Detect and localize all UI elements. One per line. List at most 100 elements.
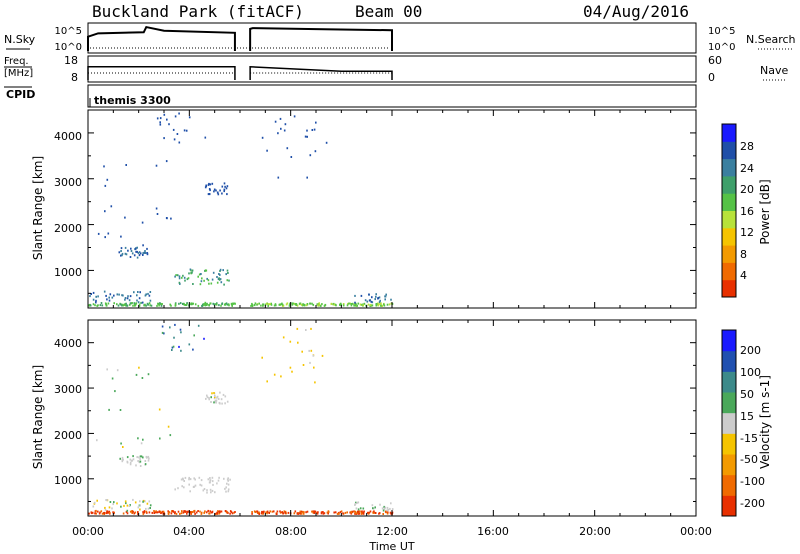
rti-cell [270,303,273,306]
rti-cell [88,304,91,307]
rti-cell [159,117,162,120]
rti-cell [198,476,201,479]
rti-cell [347,302,349,305]
rti-cell [214,395,216,397]
rti-cell [125,164,127,166]
rti-cell [225,490,227,493]
rti-cell [136,299,138,302]
rti-cell [126,304,129,307]
rti-cell [216,512,218,514]
rti-cell [327,510,330,513]
rti-cell [226,269,229,272]
rti-cell [142,244,144,247]
rti-cell [293,512,296,515]
rti-cell [227,272,229,274]
rti-cell [221,402,223,405]
rti-cell [139,252,142,255]
rti-cell [104,184,107,187]
rti-cell [303,511,305,514]
rti-cell [378,301,381,304]
rti-cell [262,512,264,515]
rti-cell [333,303,336,306]
velocity-rti-cells [88,323,394,515]
velocity-panel-frame [87,319,697,517]
rti-cell [150,304,153,307]
rti-cell [126,512,129,515]
rti-cell [283,129,286,132]
rti-cell [218,512,221,515]
rti-cell [288,304,291,307]
freq-series [87,66,393,80]
rti-cell [133,512,135,515]
rti-cell [211,489,214,492]
rti-cell [214,303,217,306]
rti-cell [302,303,304,306]
freq-line [249,66,393,80]
rti-cell [97,304,99,307]
rti-cell [100,510,103,513]
rti-cell [126,509,129,512]
velocity-colorbar [721,329,737,517]
rti-cell [306,176,308,179]
rti-cell [282,512,284,515]
rti-cell [214,399,217,402]
rti-cell [129,461,132,464]
rti-cell [182,274,184,277]
rti-cell [313,128,316,131]
rti-cell [372,511,375,514]
rti-cell [209,510,211,513]
rti-cell [349,511,351,514]
rti-cell [391,508,394,511]
velocity-ytick-3000: 3000 [54,383,82,396]
colorbar-segment [722,193,736,211]
rti-cell [226,303,229,306]
rti-cell [198,273,201,276]
rti-cell [219,268,222,271]
rti-cell [139,500,141,503]
rti-cell [92,291,95,294]
rti-cell [128,299,131,302]
rti-cell [138,251,141,254]
rti-cell [202,489,205,492]
rti-cell [108,299,111,302]
rti-cell [217,398,220,400]
rti-cell [267,303,270,306]
rti-cell [181,485,183,488]
rti-cell [186,303,188,306]
rti-cell [159,510,162,513]
rti-cell [275,304,277,307]
rti-cell [140,455,143,458]
rti-cell [229,510,232,513]
rti-cell [176,133,179,135]
rti-cell [225,187,228,190]
rti-cell [362,511,365,514]
rti-cell [140,442,143,445]
rti-cell [175,512,178,515]
rti-cell [355,512,357,514]
rti-cell [312,511,315,514]
rti-cell [133,303,136,306]
rti-cell [218,278,221,281]
rti-cell [199,283,202,286]
rti-cell [377,297,380,299]
rti-cell [373,511,376,514]
rti-cell [309,361,311,364]
rti-cell [170,217,172,220]
rti-cell [179,512,181,515]
rti-cell [297,512,300,515]
rti-cell [105,304,108,307]
rti-cell [125,502,127,505]
rti-cell [384,295,386,298]
power-ylabel: Slant Range [km] [31,156,45,260]
rti-cell [177,510,180,513]
rti-cell [258,513,260,515]
rti-cell [323,512,326,515]
rti-cell [161,331,164,334]
rti-cell [188,272,190,275]
rti-cell [211,278,214,281]
velocity-ytick-1000: 1000 [54,474,82,487]
rti-cell [268,512,270,514]
rti-cell [210,396,212,399]
rti-cell [312,303,315,306]
rti-cell [227,303,230,306]
